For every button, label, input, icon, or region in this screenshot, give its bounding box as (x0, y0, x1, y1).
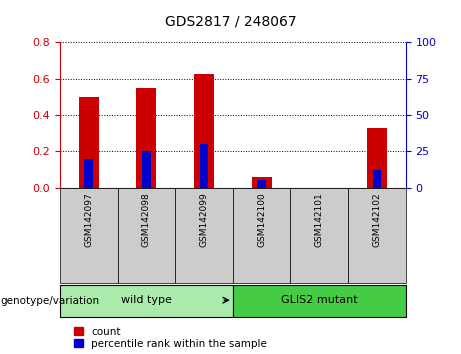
Bar (175, 188, 233, 283)
Bar (118, 188, 175, 283)
Text: GDS2817 / 248067: GDS2817 / 248067 (165, 14, 296, 28)
Text: GSM142097: GSM142097 (84, 193, 93, 247)
Bar (252, 177, 272, 188)
Bar (194, 74, 214, 188)
Bar (233, 188, 290, 283)
Bar (60, 285, 233, 317)
Bar (79, 97, 99, 188)
Bar (200, 144, 208, 188)
Text: GSM142100: GSM142100 (257, 193, 266, 247)
Bar (257, 180, 266, 188)
Bar (136, 88, 156, 188)
Bar (142, 152, 151, 188)
Bar (348, 188, 406, 283)
Text: GLIS2 mutant: GLIS2 mutant (281, 295, 358, 305)
Text: GSM142098: GSM142098 (142, 193, 151, 247)
Bar (367, 128, 387, 188)
Text: wild type: wild type (121, 295, 172, 305)
Bar (372, 170, 381, 188)
Bar (290, 188, 348, 283)
Text: GSM142099: GSM142099 (200, 193, 208, 247)
Legend: count, percentile rank within the sample: count, percentile rank within the sample (74, 327, 267, 349)
Bar (60, 188, 118, 283)
Text: GSM142101: GSM142101 (315, 193, 324, 247)
Text: genotype/variation: genotype/variation (0, 296, 99, 306)
Bar (233, 285, 406, 317)
Bar (84, 159, 93, 188)
Text: GSM142102: GSM142102 (372, 193, 381, 247)
